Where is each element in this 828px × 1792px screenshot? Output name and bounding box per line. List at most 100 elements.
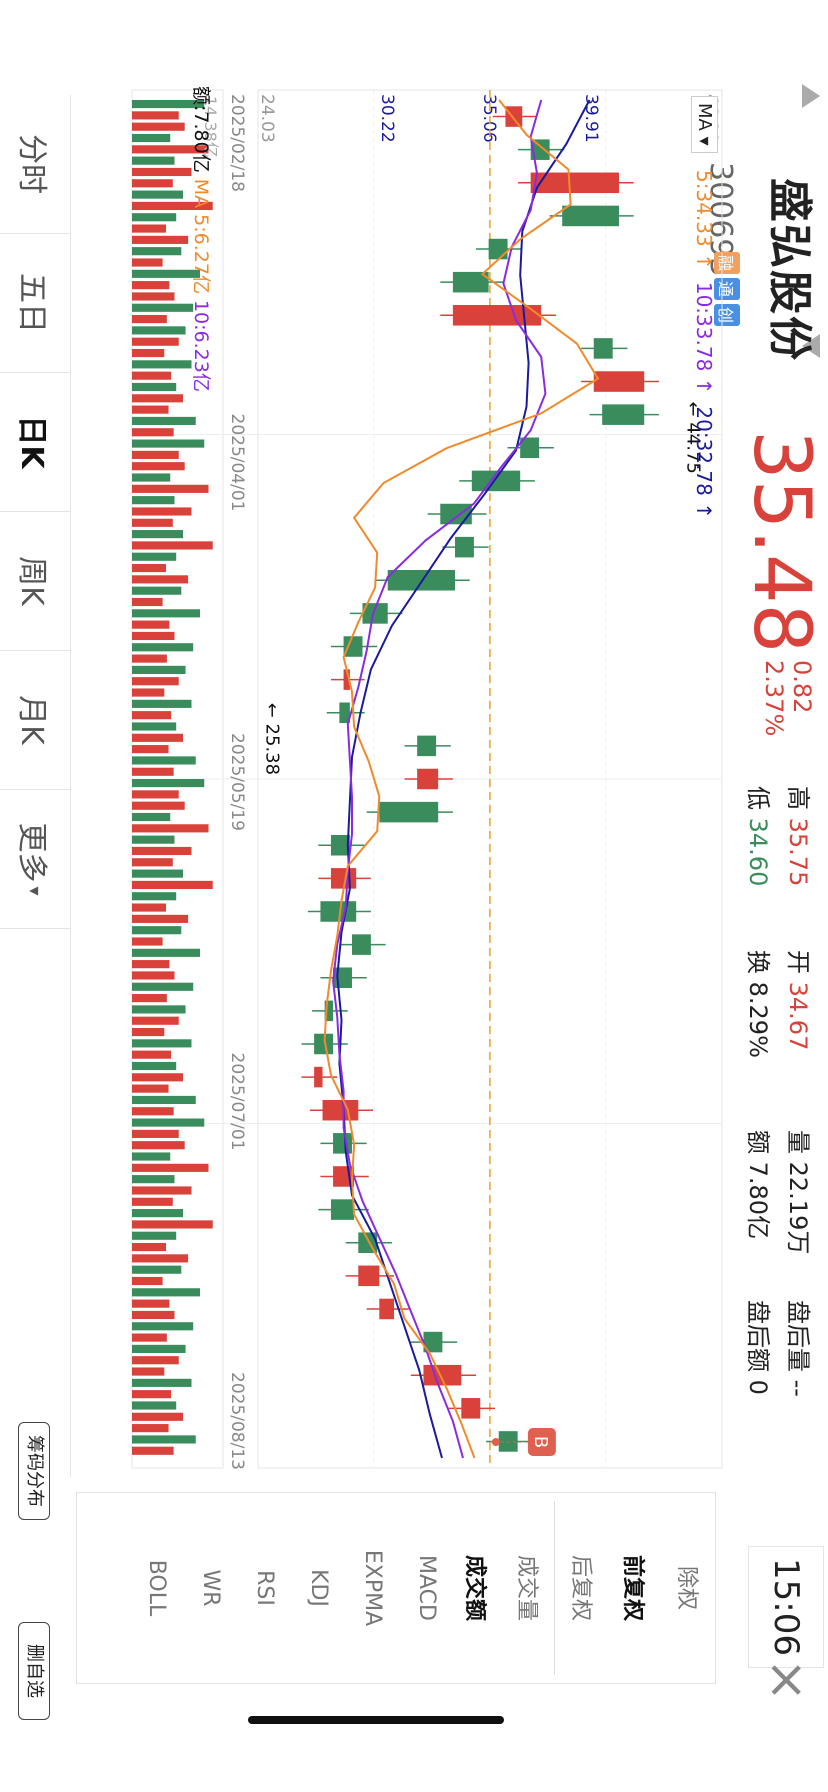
volume-bar [131, 315, 167, 324]
volume-bar [132, 790, 179, 799]
stat-low: 低 34.60 [743, 786, 778, 886]
volume-bar [132, 982, 194, 991]
candle-body [358, 1265, 380, 1287]
volume-bar [132, 824, 209, 833]
ma5-legend: 5:34.33 ↑ [692, 170, 716, 270]
menu-expma[interactable]: EXPMA [360, 1549, 385, 1627]
stat-after-volume-value: -- [784, 1379, 812, 1397]
menu-forward-adjust[interactable]: 前复权 [620, 1554, 645, 1621]
volume-bar [131, 247, 182, 256]
tab-intraday[interactable]: 分时 [0, 95, 70, 234]
close-icon[interactable]: × [750, 1640, 824, 1720]
menu-macd[interactable]: MACD [414, 1555, 439, 1621]
volume-bar [132, 892, 177, 901]
volume-bar [132, 269, 200, 278]
volume-bar [132, 394, 183, 403]
volume-bar [132, 507, 192, 516]
tab-daily-k[interactable]: 日K [0, 373, 70, 512]
y-axis-label: 35.06 [479, 94, 499, 143]
menu-boll[interactable]: BOLL [144, 1559, 169, 1617]
stat-volume-value: 22.19万 [784, 1161, 812, 1255]
home-indicator [248, 1716, 504, 1724]
menu-wr[interactable]: WR [198, 1569, 223, 1607]
ma20-legend: 20:32.78 ↑ [692, 406, 716, 519]
volume-bar [132, 1242, 166, 1252]
ma-selector-label: MA [694, 103, 715, 131]
ma5-up-icon: ↑ [692, 253, 716, 270]
volume-ma5: MA 5:6.27亿 [190, 178, 212, 294]
ma-selector[interactable]: MA ▾ [691, 96, 718, 153]
volume-bar [131, 405, 169, 414]
date-label: 2025/04/01 [227, 414, 247, 512]
low-annotation: ← 25.38 [261, 703, 282, 775]
candle-body [362, 603, 388, 624]
menu-turnover[interactable]: 成交额 [462, 1554, 487, 1621]
y-axis-label: 24.03 [257, 94, 277, 143]
prev-stock-arrow-icon[interactable] [802, 84, 820, 108]
volume-bar [131, 235, 189, 244]
volume-bar [132, 801, 185, 810]
menu-volume[interactable]: 成交量 [514, 1554, 539, 1621]
volume-bar [132, 530, 183, 539]
tab-intraday-label: 分时 [14, 134, 49, 194]
ma10-legend-value: 10:33.78 [692, 281, 716, 372]
candle-body [320, 901, 357, 922]
volume-bar [132, 473, 171, 482]
stat-high-label: 高 [784, 786, 812, 810]
tab-more-chevron-icon: ▾ [24, 886, 46, 896]
date-label: 2025/02/18 [227, 94, 247, 192]
candle-body [343, 636, 363, 657]
volume-bar [131, 858, 173, 867]
volume-bar [132, 382, 177, 392]
volume-bar [132, 756, 196, 765]
tab-five-day-label: 五日 [14, 273, 49, 333]
volume-bar [131, 1050, 172, 1059]
menu-backward-adjust[interactable]: 后复权 [568, 1554, 593, 1621]
stat-turnover: 换 8.29% [743, 950, 778, 1058]
ma20-up-icon: ↑ [692, 502, 716, 519]
volume-bar [132, 360, 192, 369]
remove-watchlist-label: 删自选 [24, 1644, 45, 1698]
volume-bar [132, 281, 170, 290]
volume-bar [132, 100, 205, 109]
volume-bar [132, 1299, 170, 1308]
chip-distribution-button[interactable]: 筹码分布 [18, 1422, 50, 1520]
candle-body [505, 106, 523, 127]
menu-rsi[interactable]: RSI [252, 1570, 277, 1606]
stat-after-volume-label: 盘后量 [784, 1300, 812, 1372]
volume-bar [132, 1288, 200, 1297]
volume-bar [132, 1129, 179, 1138]
volume-bar [131, 1027, 165, 1037]
tab-weekly-k[interactable]: 周K [0, 512, 70, 651]
high-annotation: ← 44.75 [683, 402, 704, 474]
candle-body [602, 404, 645, 425]
volume-bar [132, 1073, 183, 1082]
volume-bar [131, 586, 182, 595]
volume-bar [132, 156, 175, 165]
remove-watchlist-button[interactable]: 删自选 [18, 1622, 50, 1720]
volume-bar [132, 484, 209, 493]
candle-body [461, 1398, 481, 1419]
tab-five-day[interactable]: 五日 [0, 234, 70, 373]
volume-bar [132, 111, 179, 120]
tab-more[interactable]: 更多 ▾ [0, 790, 70, 929]
volume-bar [132, 880, 213, 889]
candle-body [520, 437, 540, 459]
buy-marker-dot [491, 1438, 500, 1446]
buy-marker-label: B [530, 1436, 551, 1448]
volume-bar [131, 1424, 169, 1433]
menu-kdj[interactable]: KDJ [306, 1569, 331, 1607]
volume-bar [132, 563, 166, 573]
menu-ex-rights[interactable]: 除权 [674, 1565, 699, 1610]
price-change-pct: 2.37% [760, 660, 788, 737]
tab-monthly-k[interactable]: 月K [0, 651, 70, 790]
price-change: 0.82 [788, 660, 816, 714]
volume-bar [132, 1118, 205, 1127]
stat-open-label: 开 [784, 950, 812, 974]
volume-bar [132, 167, 192, 177]
volume-bar [131, 518, 173, 527]
volume-bar [131, 1254, 189, 1263]
volume-bar [132, 1322, 194, 1331]
indicator-menu: 除权 前复权 后复权 成交量 成交额 MACD EXPMA KDJ RSI WR… [76, 1492, 716, 1684]
